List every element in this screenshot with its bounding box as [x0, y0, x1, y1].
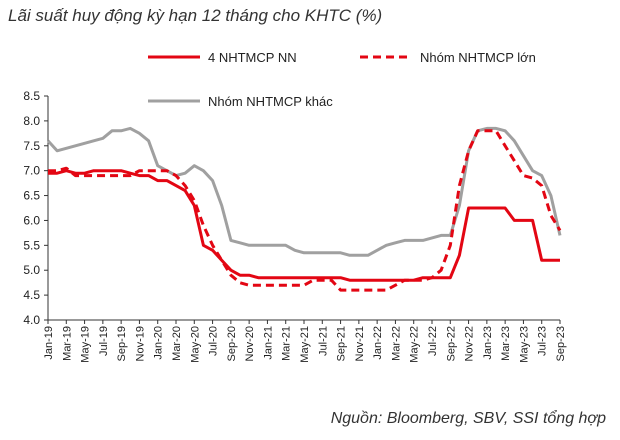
x-tick-label: Sep-23: [555, 326, 567, 361]
x-tick-label: Sep-20: [226, 326, 238, 361]
y-tick-label: 5.5: [23, 238, 40, 252]
y-tick-label: 6.0: [23, 213, 40, 227]
y-tick-label: 8.5: [23, 89, 40, 103]
axes: 4.0 4.5 5.0 5.5 6.0 6.5 7.0 7.5 8.0 8.5 Jan-19 Mar-…: [23, 89, 567, 363]
x-tick-label: May-22: [409, 326, 421, 363]
x-tick-label: May-19: [80, 326, 92, 363]
x-tick-label: Jul-19: [98, 326, 110, 356]
legend-label: Nhóm NHTMCP lớn: [420, 50, 536, 65]
x-tick-label: Nov-22: [464, 326, 476, 361]
x-tick-label: Mar-21: [281, 326, 293, 361]
series-line: [46, 126, 562, 257]
x-tick-label: Nov-19: [134, 326, 146, 361]
x-tick-label: May-23: [518, 326, 530, 363]
x-tick-label: Mar-20: [171, 326, 183, 361]
y-tick-label: 6.5: [23, 189, 40, 203]
x-tick-label: Sep-19: [116, 326, 128, 361]
x-tick-label: Jul-20: [208, 326, 220, 356]
x-tick-label: Jan-19: [43, 326, 55, 360]
x-tick-label: Nov-20: [244, 326, 256, 361]
source-note: Nguồn: Bloomberg, SBV, SSI tổng hợp: [330, 410, 606, 427]
x-tick-label: Mar-22: [390, 326, 402, 361]
legend-label: 4 NHTMCP NN: [208, 50, 297, 65]
x-tick-label: Jan-20: [153, 326, 165, 360]
x-tick-label: Sep-21: [336, 326, 348, 361]
x-tick-label: Jul-22: [427, 326, 439, 356]
x-tick-label: Sep-22: [445, 326, 457, 361]
series-lines: [46, 126, 562, 292]
x-tick-label: Jan-22: [372, 326, 384, 360]
y-tick-label: 7.5: [23, 139, 40, 153]
y-tick-label: 8.0: [23, 114, 40, 128]
y-tick-label: 4.0: [23, 313, 40, 327]
legend: 4 NHTMCP NN Nhóm NHTMCP lớn Nhóm NHTMCP kh…: [148, 50, 536, 109]
y-tick-label: 5.0: [23, 263, 40, 277]
chart-title: Lãi suất huy động kỳ hạn 12 tháng cho KH…: [8, 6, 383, 25]
x-tick-label: Mar-23: [500, 326, 512, 361]
legend-label: Nhóm NHTMCP khác: [208, 94, 333, 109]
x-tick-label: Jan-21: [262, 326, 274, 360]
x-tick-label: May-20: [189, 326, 201, 363]
y-tick-label: 7.0: [23, 164, 40, 178]
x-tick-label: Jul-21: [317, 326, 329, 356]
x-tick-label: Jan-23: [482, 326, 494, 360]
y-tick-label: 4.5: [23, 288, 40, 302]
x-tick-label: May-21: [299, 326, 311, 363]
series-line: [48, 129, 562, 292]
x-tick-label: Nov-21: [354, 326, 366, 361]
series-line: [48, 169, 560, 282]
x-tick-label: Mar-19: [61, 326, 73, 361]
x-tick-label: Jul-23: [537, 326, 549, 356]
